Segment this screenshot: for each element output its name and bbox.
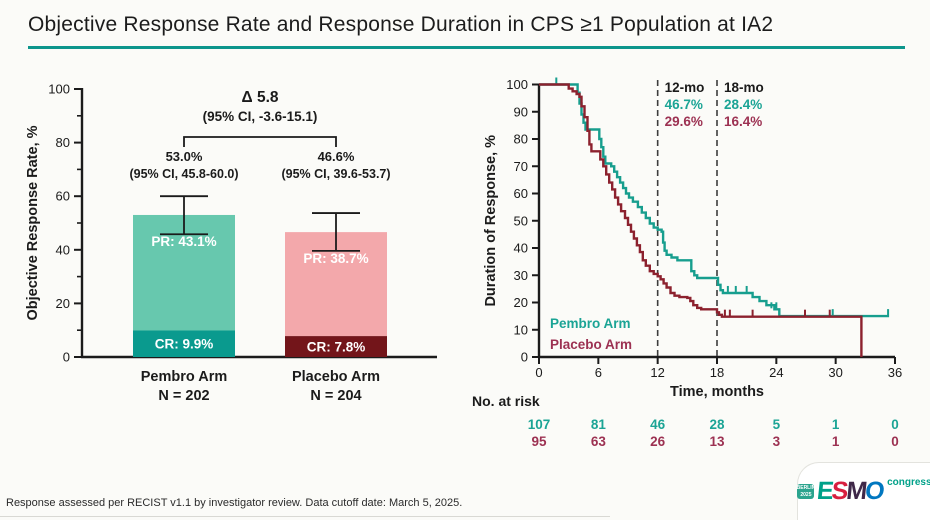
orr-n-label: N = 202 bbox=[158, 388, 209, 404]
pembro-km-curve bbox=[539, 83, 890, 318]
orr-category-label: Pembro Arm bbox=[141, 369, 227, 385]
cr-bar-segment bbox=[285, 336, 387, 357]
dor-x-axis-label: Time, months bbox=[670, 384, 764, 400]
bottom-divider bbox=[0, 516, 610, 517]
at-risk-pembro-value: 1 bbox=[832, 417, 840, 432]
at-risk-label: No. at risk bbox=[472, 393, 540, 409]
dor-x-tick-label: 24 bbox=[769, 365, 783, 380]
orr-bar-chart-panel: 0 20 40 60 80 100 Objective Response Rate, % PR… bbox=[15, 64, 467, 416]
cr-bar-segment bbox=[133, 330, 235, 357]
orr-y-tick-label: 0 bbox=[63, 350, 70, 365]
orr-category-label: Placebo Arm bbox=[292, 369, 380, 385]
dor-km-chart-panel: 0 10 20 30 40 50 60 70 80 90 100 0 6 12 18 24 30 36 Durati… bbox=[466, 64, 922, 456]
milestone-placebo-value: 16.4% bbox=[724, 114, 762, 129]
badge-city: BERLIN bbox=[796, 485, 816, 491]
esmo-letter: O bbox=[864, 477, 885, 505]
delta-ci-label: (95% CI, -3.6-15.1) bbox=[203, 109, 318, 124]
at-risk-placebo-value: 95 bbox=[531, 434, 547, 449]
dor-y-tick-label: 10 bbox=[514, 322, 528, 337]
esmo-berlin-badge: BERLIN 2025 bbox=[796, 484, 816, 499]
at-risk-placebo-value: 13 bbox=[709, 434, 725, 449]
dor-y-tick-label: 0 bbox=[521, 350, 528, 365]
dor-y-tick-label: 30 bbox=[514, 268, 528, 283]
pr-label: PR: 43.1% bbox=[151, 234, 216, 249]
dor-x-tick-label: 6 bbox=[595, 365, 602, 380]
milestone-label: 12-mo bbox=[665, 80, 705, 95]
esmo-letters: ESMO bbox=[816, 477, 885, 505]
dor-y-tick-label: 100 bbox=[506, 77, 528, 92]
dor-x-tick-label: 30 bbox=[828, 365, 842, 380]
pr-label: PR: 38.7% bbox=[303, 251, 368, 266]
at-risk-pembro-value: 81 bbox=[591, 417, 607, 432]
delta-label: Δ 5.8 bbox=[242, 89, 279, 106]
at-risk-placebo-value: 0 bbox=[891, 434, 899, 449]
at-risk-pembro-value: 107 bbox=[528, 417, 551, 432]
dor-y-tick-label: 90 bbox=[514, 104, 528, 119]
title-underline bbox=[28, 46, 905, 49]
cr-label: CR: 9.9% bbox=[155, 337, 214, 352]
orr-y-tick-label: 40 bbox=[56, 242, 70, 257]
at-risk-placebo-value: 1 bbox=[832, 434, 840, 449]
footnote: Response assessed per RECIST v1.1 by inv… bbox=[6, 497, 463, 509]
at-risk-pembro-value: 5 bbox=[773, 417, 781, 432]
milestone-pembro-value: 28.4% bbox=[724, 97, 762, 112]
dor-y-tick-label: 40 bbox=[514, 241, 528, 256]
at-risk-pembro-value: 28 bbox=[709, 417, 725, 432]
orr-n-label: N = 204 bbox=[310, 388, 361, 404]
dor-x-tick-label: 12 bbox=[650, 365, 664, 380]
at-risk-placebo-value: 26 bbox=[650, 434, 666, 449]
at-risk-pembro-value: 46 bbox=[650, 417, 666, 432]
cr-label: CR: 7.8% bbox=[307, 340, 366, 355]
page-title: Objective Response Rate and Response Dur… bbox=[28, 13, 774, 36]
orr-ci-label: (95% CI, 45.8-60.0) bbox=[129, 167, 238, 181]
dor-x-tick-label: 0 bbox=[535, 365, 542, 380]
milestone-placebo-value: 29.6% bbox=[665, 114, 703, 129]
at-risk-pembro-value: 0 bbox=[891, 417, 899, 432]
orr-y-axis-label: Objective Response Rate, % bbox=[25, 125, 41, 320]
orr-total-label: 53.0% bbox=[166, 149, 203, 164]
dor-y-axis-label: Duration of Response, % bbox=[483, 135, 499, 307]
legend-pembro: Pembro Arm bbox=[550, 316, 631, 331]
orr-y-tick-label: 20 bbox=[56, 296, 70, 311]
orr-ci-label: (95% CI, 39.6-53.7) bbox=[281, 167, 390, 181]
orr-y-tick-label: 100 bbox=[48, 82, 70, 97]
orr-total-label: 46.6% bbox=[318, 149, 355, 164]
orr-y-tick-label: 80 bbox=[56, 135, 70, 150]
dor-y-tick-label: 20 bbox=[514, 295, 528, 310]
esmo-congress-label: congress bbox=[887, 477, 930, 488]
placebo-km-curve bbox=[539, 83, 863, 357]
orr-y-tick-label: 60 bbox=[56, 189, 70, 204]
orr-bar-chart: 0 20 40 60 80 100 Objective Response Rate, % PR… bbox=[25, 82, 437, 404]
dor-y-tick-label: 60 bbox=[514, 186, 528, 201]
delta-bracket bbox=[183, 136, 337, 147]
dor-x-tick-label: 36 bbox=[888, 365, 902, 380]
dor-y-tick-label: 70 bbox=[514, 159, 528, 174]
at-risk-placebo-value: 63 bbox=[591, 434, 607, 449]
milestone-label: 18-mo bbox=[724, 80, 764, 95]
legend-placebo: Placebo Arm bbox=[550, 337, 632, 352]
at-risk-placebo-value: 3 bbox=[773, 434, 781, 449]
dor-y-tick-label: 80 bbox=[514, 132, 528, 147]
badge-year: 2025 bbox=[800, 491, 812, 498]
milestone-pembro-value: 46.7% bbox=[665, 97, 703, 112]
esmo-congress-logo: BERLIN 2025 ESMO congress bbox=[797, 462, 930, 520]
dor-y-tick-label: 50 bbox=[514, 213, 528, 228]
dor-x-tick-label: 18 bbox=[710, 365, 724, 380]
